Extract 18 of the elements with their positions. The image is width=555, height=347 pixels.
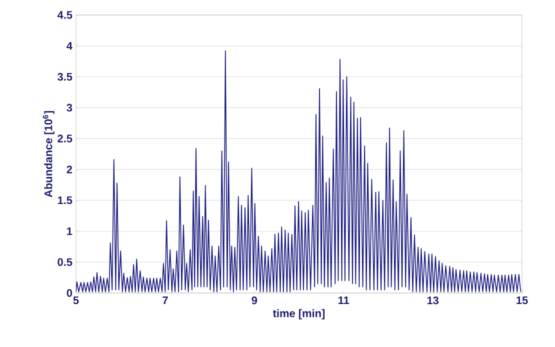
y-tick-label: 4: [66, 42, 72, 50]
x-tick-label: 11: [338, 296, 350, 304]
y-tick-label: 4.5: [57, 11, 72, 19]
y-tick-label: 2: [66, 166, 72, 174]
y-axis-title: Abundance [10$^{6}$]: [42, 111, 54, 198]
x-tick-label: 13: [427, 296, 439, 304]
x-tick-label: 5: [73, 296, 79, 304]
x-tick-label: 7: [162, 296, 168, 304]
y-tick-label: 1: [67, 227, 72, 235]
y-tick-label: 3: [66, 104, 72, 112]
y-tick-label: 2.5: [58, 134, 72, 142]
x-tick-label: 9: [252, 296, 258, 304]
y-tick-label: 0: [66, 289, 72, 297]
x-tick-label: 15: [516, 296, 528, 304]
y-tick-label: 1.5: [58, 196, 72, 204]
y-tick-label: 3.5: [57, 72, 72, 81]
y-tick-label: 0.5: [58, 258, 72, 266]
x-axis-title: time [min]: [272, 309, 325, 320]
